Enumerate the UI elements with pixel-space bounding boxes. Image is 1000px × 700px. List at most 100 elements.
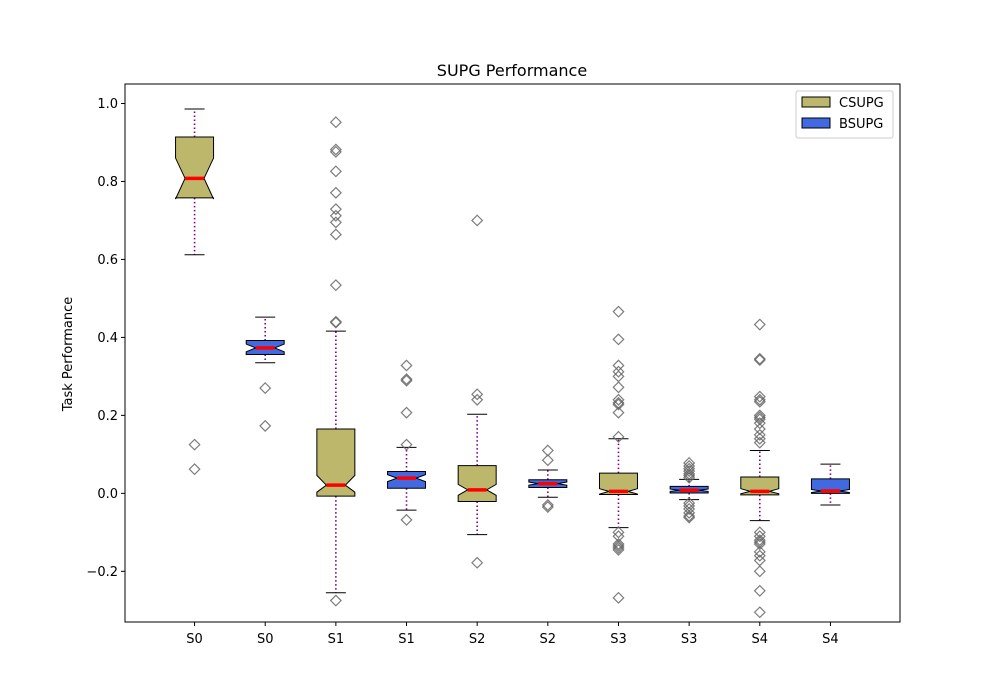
y-tick-label: 0.2 [97,409,118,424]
outlier-point [400,438,413,451]
legend-label: CSUPG [839,96,884,111]
box-csupg-s0 [175,108,215,476]
x-tick-label: S3 [610,632,627,647]
box-body [316,428,356,497]
outlier-point [612,305,625,318]
box-csupg-s4 [740,318,780,619]
outlier-point [612,591,625,604]
box-bsupg-s2 [528,444,568,514]
outlier-point [683,511,696,524]
legend-swatch [801,117,831,129]
outlier-point [753,395,766,408]
outlier-point [329,594,342,607]
x-tick-label: S2 [540,632,557,647]
box-body [387,471,427,489]
outlier-point [753,428,766,441]
outlier-point [753,549,766,562]
plot-area-frame [124,83,901,623]
outlier-point [329,216,342,229]
box-body [457,465,497,503]
box-csupg-s2 [457,214,497,569]
outlier-point [612,333,625,346]
outlier-point [753,565,766,578]
y-tick-label: 0.8 [97,175,118,190]
outlier-point [471,214,484,227]
outlier-point [753,606,766,619]
outlier-point [753,436,766,449]
outlier-point [753,534,766,547]
outlier-point [612,541,625,554]
outlier-point [753,530,766,543]
outlier-point [753,411,766,424]
outlier-point [188,463,201,476]
outlier-point [400,373,413,386]
legend-label: BSUPG [839,117,883,132]
legend-swatch [801,96,831,108]
box-bsupg-s0 [245,316,285,432]
outlier-point [612,393,625,406]
outlier-point [400,513,413,526]
outlier-point [683,509,696,523]
outlier-point [612,543,625,556]
outlier-point [329,316,342,329]
outlier-point [259,382,272,395]
x-tick-label: S4 [752,632,769,647]
outlier-point [329,145,342,158]
outlier-point [753,432,766,445]
outlier-point [753,390,766,403]
outlier-point [400,406,413,419]
y-tick-label: 1.0 [97,97,118,112]
outlier-point [329,203,342,216]
outlier-point [683,465,696,478]
outlier-point [188,438,201,451]
y-axis-label: Task Performance [61,297,76,413]
chart-title: SUPG Performance [437,61,587,80]
outlier-point [612,537,625,551]
x-tick-label: S1 [398,632,415,647]
outlier-point [471,556,484,569]
outlier-point [683,506,696,519]
outlier-point [541,454,554,467]
outlier-point [471,388,484,401]
outlier-point [683,471,696,484]
outlier-point [471,393,484,406]
outlier-point [400,359,413,372]
outlier-point [541,498,554,512]
outlier-point [753,545,766,558]
box-csupg-s3 [598,305,638,604]
outlier-point [329,165,342,178]
x-tick-label: S0 [257,632,274,647]
boxes-layer [175,108,850,619]
box-body [598,472,638,496]
outlier-point [753,352,766,365]
box-body [175,136,215,200]
outlier-point [541,500,554,514]
outlier-point [612,526,625,539]
outlier-point [612,430,625,443]
outlier-point [612,381,625,394]
x-tick-label: S0 [186,632,203,647]
outlier-point [753,417,766,430]
y-tick-label: 0.6 [97,253,118,268]
outlier-point [753,584,766,597]
outlier-point [683,502,696,515]
outlier-point [612,365,625,378]
outlier-point [329,279,342,292]
outlier-point [329,228,342,241]
outlier-point [683,467,696,480]
y-tick-label: 0.0 [97,487,118,502]
x-tick-label: S4 [822,632,839,647]
outlier-point [683,469,696,482]
box-bsupg-s1 [387,359,427,526]
outlier-point [753,409,766,422]
outlier-point [329,209,342,222]
outlier-point [400,374,413,387]
y-tick-label: −0.2 [86,565,118,580]
box-bsupg-s4 [810,463,850,506]
outlier-point [259,419,272,432]
x-tick-label: S2 [469,632,486,647]
outlier-point [612,539,625,553]
legend: CSUPG BSUPG [795,90,894,139]
y-tick-label: 0.4 [97,331,118,346]
axes-layer: −0.2 0.0 0.2 0.4 0.6 0.8 1.0 S0 S0 S1 S1 S2 S2 S3 S3 S4… [86,97,838,647]
